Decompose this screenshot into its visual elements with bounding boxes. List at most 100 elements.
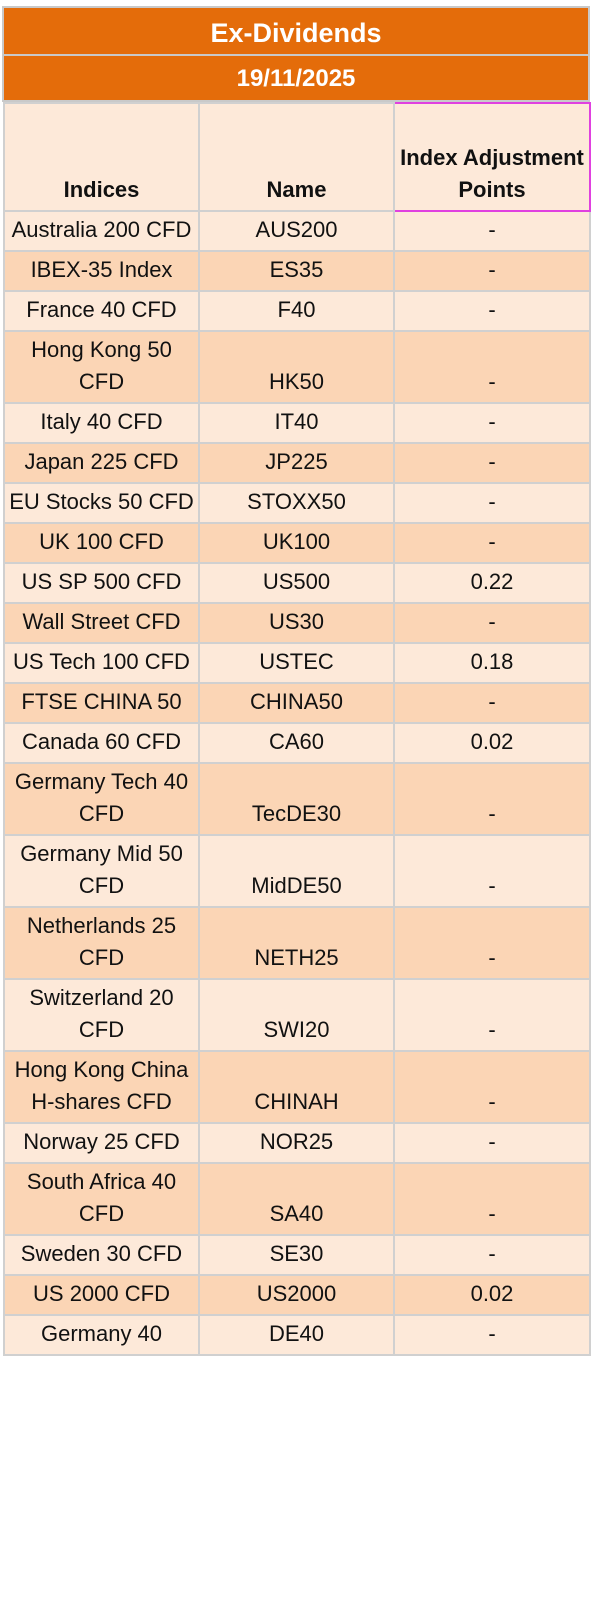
cell-name: STOXX50	[198, 482, 395, 524]
cell-name: F40	[198, 290, 395, 332]
cell-adjustment-points: -	[393, 762, 591, 836]
table-row: Wall Street CFD US30-	[3, 602, 591, 644]
cell-adjustment-points: 0.02	[393, 1274, 591, 1316]
table-row: US SP 500 CFD US500 0.22	[3, 562, 591, 604]
table-row: Canada 60 CFD CA60 0.02	[3, 722, 591, 764]
cell-adjustment-points: -	[393, 978, 591, 1052]
cell-adjustment-points: -	[393, 906, 591, 980]
cell-index: US Tech 100 CFD	[3, 642, 200, 684]
table-row: EU Stocks 50 CFD STOXX50-	[3, 482, 591, 524]
cell-index: US 2000 CFD	[3, 1274, 200, 1316]
table-row: Italy 40 CFD IT40-	[3, 402, 591, 444]
cell-name: US2000	[198, 1274, 395, 1316]
cell-name: IT40	[198, 402, 395, 444]
column-header-adjustment-points[interactable]: Index Adjustment Points	[393, 102, 591, 212]
cell-index: Germany Mid 50 CFD	[3, 834, 200, 908]
table-row: France 40 CFD F40-	[3, 290, 591, 332]
cell-adjustment-points: -	[393, 442, 591, 484]
table-row: US Tech 100 CFD USTEC 0.18	[3, 642, 591, 684]
cell-index: Germany 40	[3, 1314, 200, 1356]
cell-name: USTEC	[198, 642, 395, 684]
cell-name: MidDE50	[198, 834, 395, 908]
cell-index: Norway 25 CFD	[3, 1122, 200, 1164]
cell-index: Hong Kong 50 CFD	[3, 330, 200, 404]
cell-name: US500	[198, 562, 395, 604]
table-row: Germany 40 DE40-	[3, 1314, 591, 1356]
cell-adjustment-points: -	[393, 1050, 591, 1124]
sheet-title: Ex-Dividends	[2, 6, 590, 56]
table-row: US 2000 CFD US2000 0.02	[3, 1274, 591, 1316]
cell-index: Hong Kong China H-shares CFD	[3, 1050, 200, 1124]
cell-adjustment-points: -	[393, 682, 591, 724]
table-row: Hong Kong China H-shares CFD CHINAH -	[3, 1050, 591, 1124]
cell-adjustment-points: -	[393, 1314, 591, 1356]
cell-adjustment-points: -	[393, 210, 591, 252]
table-row: South Africa 40 CFD SA40-	[3, 1162, 591, 1236]
cell-adjustment-points: -	[393, 250, 591, 292]
cell-adjustment-points: -	[393, 1122, 591, 1164]
cell-index: Netherlands 25 CFD	[3, 906, 200, 980]
cell-adjustment-points: -	[393, 290, 591, 332]
cell-index: Italy 40 CFD	[3, 402, 200, 444]
table-row: Australia 200 CFD AUS200-	[3, 210, 591, 252]
cell-adjustment-points: 0.18	[393, 642, 591, 684]
cell-adjustment-points: -	[393, 602, 591, 644]
cell-adjustment-points: -	[393, 402, 591, 444]
cell-adjustment-points: -	[393, 1162, 591, 1236]
cell-name: SWI20	[198, 978, 395, 1052]
table-row: Netherlands 25 CFD NETH25-	[3, 906, 591, 980]
cell-name: JP225	[198, 442, 395, 484]
cell-index: Wall Street CFD	[3, 602, 200, 644]
cell-index: Japan 225 CFD	[3, 442, 200, 484]
table-row: Sweden 30 CFD SE30-	[3, 1234, 591, 1276]
cell-adjustment-points: -	[393, 330, 591, 404]
cell-adjustment-points: -	[393, 522, 591, 564]
cell-index: EU Stocks 50 CFD	[3, 482, 200, 524]
table-row: UK 100 CFD UK100-	[3, 522, 591, 564]
cell-name: CHINAH	[198, 1050, 395, 1124]
cell-index: France 40 CFD	[3, 290, 200, 332]
cell-adjustment-points: -	[393, 1234, 591, 1276]
cell-name: SE30	[198, 1234, 395, 1276]
cell-name: TecDE30	[198, 762, 395, 836]
table-row: FTSE CHINA 50 CHINA50-	[3, 682, 591, 724]
table-row: Switzerland 20 CFD SWI20-	[3, 978, 591, 1052]
table-body: Australia 200 CFD AUS200- IBEX-35 Index ES3…	[3, 210, 591, 1356]
cell-name: SA40	[198, 1162, 395, 1236]
table-row: Japan 225 CFD JP225-	[3, 442, 591, 484]
table-header-row: Indices Name Index Adjustment Points	[3, 102, 591, 212]
column-header-indices: Indices	[3, 102, 200, 212]
cell-index: Switzerland 20 CFD	[3, 978, 200, 1052]
cell-index: Germany Tech 40 CFD	[3, 762, 200, 836]
cell-adjustment-points: -	[393, 482, 591, 524]
cell-index: South Africa 40 CFD	[3, 1162, 200, 1236]
cell-index: Sweden 30 CFD	[3, 1234, 200, 1276]
column-header-name: Name	[198, 102, 395, 212]
cell-adjustment-points: 0.02	[393, 722, 591, 764]
cell-index: Canada 60 CFD	[3, 722, 200, 764]
cell-name: ES35	[198, 250, 395, 292]
cell-name: UK100	[198, 522, 395, 564]
cell-name: HK50	[198, 330, 395, 404]
cell-name: CA60	[198, 722, 395, 764]
ex-dividends-table: Indices Name Index Adjustment Points Aus…	[3, 102, 591, 1356]
cell-index: Australia 200 CFD	[3, 210, 200, 252]
table-row: Norway 25 CFD NOR25-	[3, 1122, 591, 1164]
sheet-date: 19/11/2025	[2, 56, 590, 102]
ex-dividends-sheet: Ex-Dividends 19/11/2025 Indices Name Ind…	[2, 6, 591, 1356]
cell-index: UK 100 CFD	[3, 522, 200, 564]
cell-name: CHINA50	[198, 682, 395, 724]
cell-index: US SP 500 CFD	[3, 562, 200, 604]
cell-adjustment-points: -	[393, 834, 591, 908]
table-row: Hong Kong 50 CFD HK50-	[3, 330, 591, 404]
table-row: Germany Mid 50 CFD MidDE50-	[3, 834, 591, 908]
table-row: IBEX-35 Index ES35-	[3, 250, 591, 292]
table-row: Germany Tech 40 CFD TecDE30-	[3, 762, 591, 836]
cell-index: FTSE CHINA 50	[3, 682, 200, 724]
cell-adjustment-points: 0.22	[393, 562, 591, 604]
cell-name: NETH25	[198, 906, 395, 980]
cell-name: NOR25	[198, 1122, 395, 1164]
cell-name: DE40	[198, 1314, 395, 1356]
cell-index: IBEX-35 Index	[3, 250, 200, 292]
cell-name: AUS200	[198, 210, 395, 252]
